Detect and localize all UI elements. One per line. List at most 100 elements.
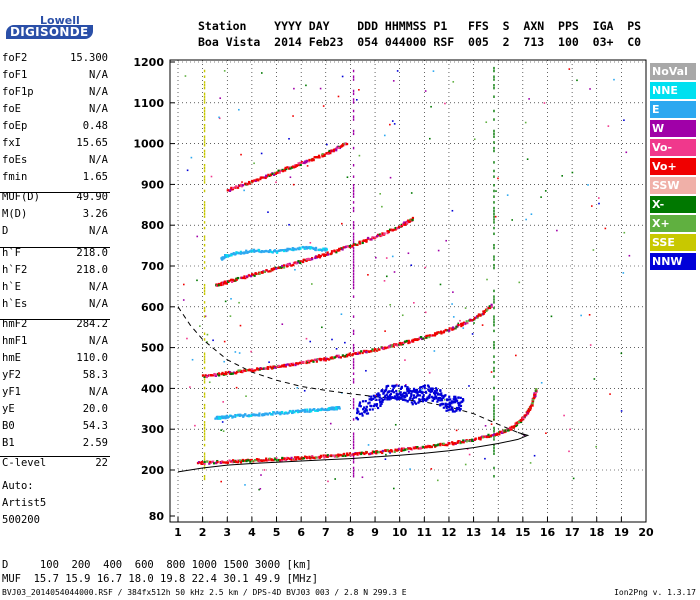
trace-point <box>212 374 215 377</box>
trace-point <box>400 447 404 450</box>
trace-point <box>374 396 377 399</box>
trace-point <box>367 236 370 240</box>
trace-point <box>268 457 271 460</box>
noise-dot <box>223 360 225 363</box>
interference-dot <box>493 141 495 144</box>
noise-dot <box>393 487 395 490</box>
noise-dot <box>468 453 471 456</box>
trace-point <box>286 264 289 268</box>
trace-point <box>396 344 399 347</box>
trace-point <box>527 410 531 413</box>
param-row-fof1p: foF1p N/A <box>2 84 108 101</box>
trace-point <box>437 331 440 334</box>
noise-dot <box>394 423 397 426</box>
trace-point <box>293 411 296 414</box>
noise-dot <box>473 322 475 324</box>
interference-dot <box>493 232 495 236</box>
trace-point <box>308 160 311 163</box>
trace-point <box>417 337 420 341</box>
noise-dot <box>473 138 476 141</box>
trace-point <box>371 408 374 411</box>
interference-dot <box>493 95 495 98</box>
trace-point <box>391 396 394 399</box>
trace-point <box>358 404 361 407</box>
trace-point <box>289 167 292 170</box>
trace-point <box>341 248 344 251</box>
interference-dot <box>203 212 206 216</box>
trace-point <box>381 232 384 235</box>
trace-point <box>346 454 349 457</box>
param-key: yF1 <box>2 386 21 398</box>
trace-point <box>230 280 234 283</box>
noise-dot <box>393 271 396 273</box>
trace-point <box>344 355 347 358</box>
trace-point <box>292 362 295 365</box>
trace-point <box>485 309 488 313</box>
interference-dot <box>493 215 495 218</box>
trace-point <box>328 454 331 457</box>
noise-dot <box>275 181 277 184</box>
trace-point <box>224 371 227 374</box>
trace-point <box>459 404 463 408</box>
trace-point <box>448 327 451 330</box>
trace-point <box>373 349 376 352</box>
trace-point <box>531 398 535 401</box>
noise-dot <box>367 444 370 446</box>
trace-point <box>302 246 305 249</box>
trace-point <box>347 453 350 457</box>
trace-point <box>338 249 341 252</box>
interference-dot <box>203 474 206 478</box>
interference-dot <box>203 201 206 204</box>
trace-point <box>402 447 405 450</box>
trace-point <box>400 343 403 346</box>
trace-point <box>289 410 292 413</box>
legend-item-w: W <box>650 120 696 137</box>
trace-point <box>222 461 225 464</box>
trace-point <box>409 447 412 450</box>
interference-dot <box>203 209 206 213</box>
interference-dot <box>352 472 355 475</box>
interference-dot <box>203 423 206 427</box>
trace-point <box>496 432 499 435</box>
noise-dot <box>401 314 404 317</box>
trace-point <box>266 413 270 416</box>
interference-dot <box>352 441 355 444</box>
noise-dot <box>260 152 263 155</box>
trace-point <box>290 264 293 267</box>
interference-dot <box>352 201 355 204</box>
param-value: 15.300 <box>70 52 108 64</box>
noise-dot <box>409 468 411 470</box>
trace-point <box>479 313 483 316</box>
trace-point <box>228 371 232 374</box>
x-tick-label: 4 <box>248 526 256 539</box>
trace-point <box>493 433 496 436</box>
interference-dot <box>493 403 495 407</box>
trace-point <box>316 255 319 258</box>
y-tick-label: 800 <box>141 219 164 232</box>
trace-point <box>281 264 284 268</box>
interference-dot <box>352 435 355 438</box>
trace-point <box>394 448 397 451</box>
trace-point <box>318 248 321 252</box>
interference-dot <box>203 178 206 181</box>
trace-point <box>404 399 407 402</box>
trace-point <box>325 152 328 155</box>
interference-dot <box>203 124 206 127</box>
trace-point <box>230 254 233 257</box>
noise-dot <box>620 410 623 412</box>
trace-point <box>336 455 339 458</box>
interference-dot <box>352 258 355 261</box>
trace-point <box>245 249 248 252</box>
x-tick-label: 15 <box>515 526 530 539</box>
trace-point <box>410 395 413 398</box>
interference-dot <box>352 261 355 264</box>
interference-dot <box>203 361 206 364</box>
noise-dot <box>528 98 530 100</box>
noise-dot <box>451 303 453 305</box>
trace-point <box>333 148 336 151</box>
trace-point <box>428 389 431 392</box>
trace-point <box>417 447 420 450</box>
interference-dot <box>203 92 206 96</box>
trace-point <box>226 254 230 257</box>
interference-dot <box>352 278 355 281</box>
